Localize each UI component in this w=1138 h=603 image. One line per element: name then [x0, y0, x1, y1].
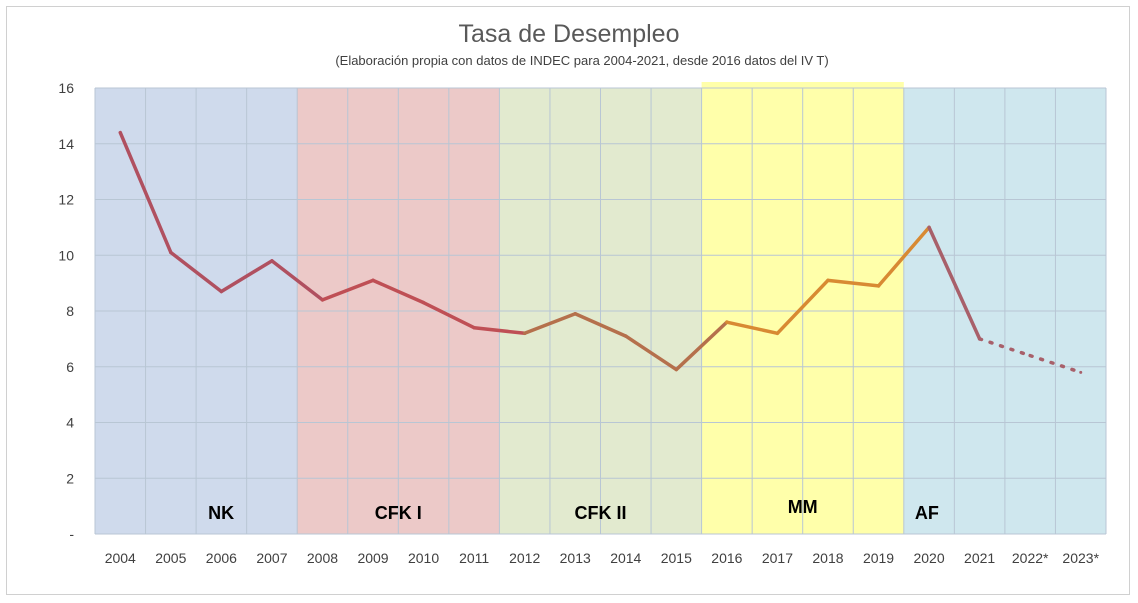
- x-tick-label: 2012: [509, 550, 540, 566]
- line-segment: [270, 259, 325, 302]
- x-tick-label: 2009: [357, 550, 388, 566]
- data-point: [1028, 354, 1032, 358]
- data-point: [826, 278, 830, 282]
- y-tick-label: 8: [66, 303, 74, 319]
- y-tick-label: 4: [66, 415, 74, 431]
- data-point: [118, 131, 122, 135]
- data-point: [270, 259, 274, 263]
- y-tick-label: 14: [58, 136, 74, 152]
- line-segment: [522, 312, 577, 336]
- data-point: [927, 225, 931, 229]
- data-point: [219, 289, 223, 293]
- line-segment: [725, 320, 780, 336]
- y-tick-label: 10: [58, 247, 74, 263]
- x-axis-ticks: 2004 2005 2006 2007 2008 2009 2010 2011 2012 2013…: [105, 550, 1100, 566]
- line-segment: [927, 225, 982, 341]
- x-tick-label: 2023*: [1062, 550, 1099, 566]
- projected-line-segment: [977, 337, 1032, 358]
- data-point: [978, 337, 982, 341]
- chart-subtitle: (Elaboración propia con datos de INDEC p…: [335, 53, 829, 68]
- x-tick-label: 2021: [964, 550, 995, 566]
- data-point: [169, 250, 173, 254]
- data-point: [320, 298, 324, 302]
- y-tick-label: 6: [66, 359, 74, 375]
- line-segment: [169, 250, 224, 294]
- x-tick-label: 2017: [762, 550, 793, 566]
- data-point: [725, 320, 729, 324]
- x-tick-label: 2018: [812, 550, 843, 566]
- period-label: AF: [915, 503, 939, 523]
- y-tick-label: 16: [58, 80, 74, 96]
- x-tick-label: 2006: [206, 550, 237, 566]
- period-label: MM: [788, 497, 818, 517]
- x-tick-label: 2010: [408, 550, 439, 566]
- y-tick-label: -: [69, 526, 74, 542]
- x-tick-label: 2020: [913, 550, 944, 566]
- line-segment: [421, 300, 476, 330]
- y-axis-ticks: - 2 4 6 8 10 12 14 16: [58, 80, 74, 542]
- y-tick-label: 12: [58, 192, 74, 208]
- x-tick-label: 2011: [459, 550, 489, 566]
- line-segment: [876, 225, 931, 288]
- line-segment: [219, 259, 274, 294]
- series-line: [118, 130, 1083, 375]
- line-segment: [674, 320, 729, 372]
- line-segment: [624, 334, 679, 372]
- x-tick-label: 2022*: [1012, 550, 1049, 566]
- x-tick-label: 2013: [560, 550, 591, 566]
- y-tick-label: 2: [66, 470, 74, 486]
- data-point: [877, 284, 881, 288]
- line-segment: [320, 278, 375, 302]
- data-point: [573, 312, 577, 316]
- data-point: [371, 278, 375, 282]
- line-segment: [371, 278, 426, 305]
- x-tick-label: 2004: [105, 550, 136, 566]
- series-points: [118, 131, 1083, 374]
- gridlines: [94, 87, 1107, 535]
- data-point: [472, 326, 476, 330]
- projected-line-segment: [1028, 353, 1083, 375]
- x-tick-label: 2019: [863, 550, 894, 566]
- data-point: [624, 334, 628, 338]
- data-point: [775, 331, 779, 335]
- line-segment: [472, 325, 527, 336]
- line-segment: [573, 312, 628, 338]
- x-tick-label: 2014: [610, 550, 641, 566]
- chart-title: Tasa de Desempleo: [458, 20, 680, 48]
- x-tick-label: 2016: [711, 550, 742, 566]
- period-label: CFK II: [575, 503, 627, 523]
- x-tick-label: 2005: [155, 550, 186, 566]
- line-segment: [118, 130, 173, 255]
- line-segment: [775, 278, 830, 336]
- period-label: CFK I: [375, 503, 422, 523]
- x-tick-label: 2008: [307, 550, 338, 566]
- period-label: NK: [208, 503, 234, 523]
- data-point: [422, 301, 426, 305]
- period-labels: NK CFK I CFK II MM AF: [208, 497, 939, 523]
- line-segment: [826, 278, 881, 288]
- data-point: [674, 368, 678, 372]
- data-point: [1079, 370, 1083, 374]
- x-tick-label: 2015: [661, 550, 692, 566]
- data-point: [523, 331, 527, 335]
- x-tick-label: 2007: [256, 550, 287, 566]
